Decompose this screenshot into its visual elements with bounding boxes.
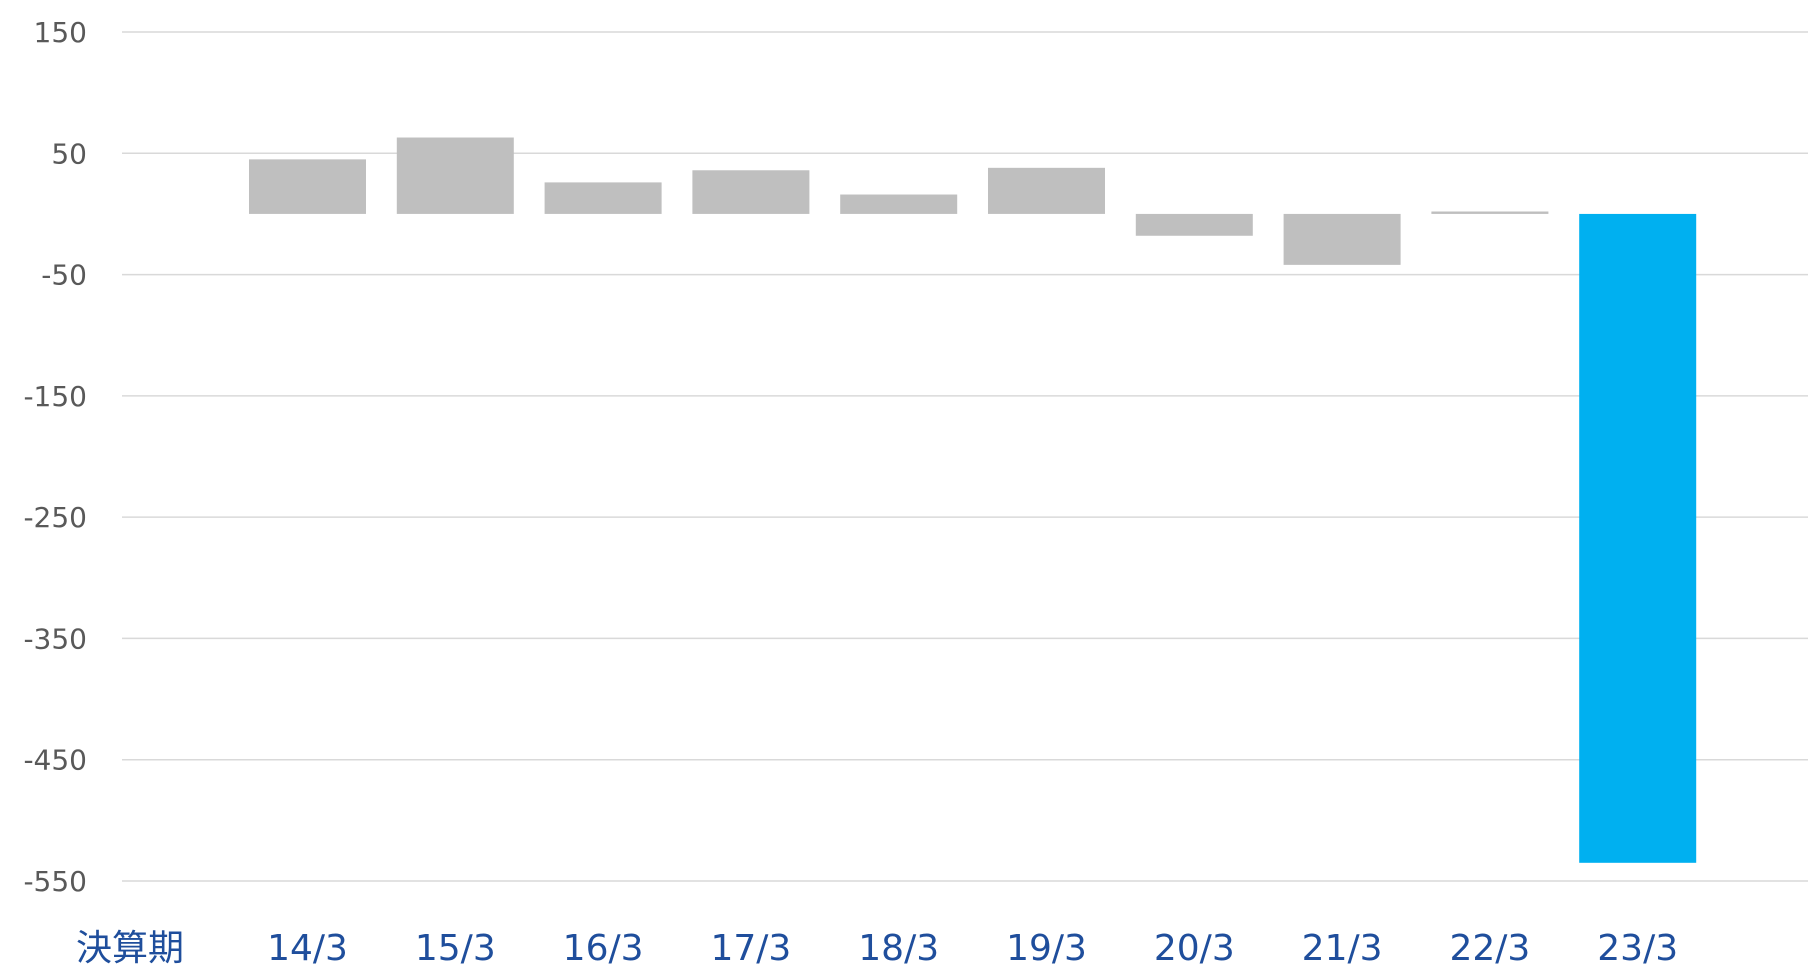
bar-20-3 [1135, 213, 1253, 236]
bar-22-3 [1431, 211, 1549, 214]
x-axis-ticks: 14/3 15/3 16/3 17/3 18/3 19/3 20/3 21/3 22/3 23/3 [267, 928, 1678, 966]
y-tick-label: -450 [23, 744, 87, 777]
x-tick-label: 22/3 [1449, 928, 1530, 966]
bar-16-3 [544, 182, 662, 214]
bar-15-3 [396, 137, 514, 214]
x-axis-label: 決算期 [76, 928, 184, 966]
x-tick-label: 19/3 [1006, 928, 1087, 966]
x-tick-label: 20/3 [1154, 928, 1235, 966]
y-tick-label: 150 [34, 16, 87, 49]
bars [249, 137, 1697, 863]
y-tick-label: -550 [23, 865, 87, 898]
y-tick-label: -350 [23, 622, 87, 655]
bar-14-3 [249, 159, 366, 214]
x-tick-label: 15/3 [415, 928, 496, 966]
bar-18-3 [840, 194, 958, 214]
y-tick-label: -250 [23, 501, 87, 534]
y-tick-label: -50 [41, 259, 87, 292]
y-tick-label: -150 [23, 380, 87, 413]
bar-23-3 [1579, 213, 1697, 863]
y-tick-label: 50 [51, 137, 87, 170]
bar-17-3 [692, 170, 810, 214]
x-tick-label: 23/3 [1597, 928, 1678, 966]
bar-19-3 [988, 167, 1105, 214]
y-axis-ticks: 150 50 -50 -150 -250 -350 -450 -550 [23, 16, 87, 898]
x-tick-label: 14/3 [267, 928, 348, 966]
bar-21-3 [1283, 213, 1401, 265]
gridlines [122, 31, 1808, 882]
x-tick-label: 17/3 [710, 928, 791, 966]
x-tick-label: 21/3 [1302, 928, 1383, 966]
x-tick-label: 16/3 [563, 928, 644, 966]
x-tick-label: 18/3 [858, 928, 939, 966]
